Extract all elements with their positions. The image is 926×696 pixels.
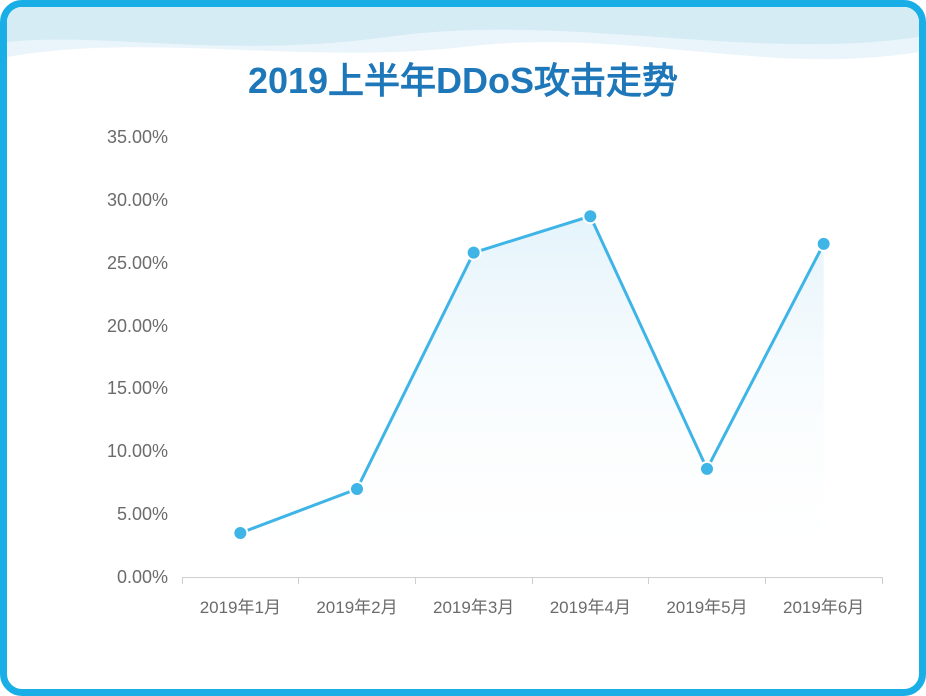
- x-tick: [648, 577, 649, 584]
- x-tick: [882, 577, 883, 584]
- x-axis-label: 2019年6月: [765, 593, 882, 618]
- chart-title: 2019上半年DDoS攻击走势: [7, 52, 919, 104]
- y-axis-label: 20.00%: [107, 316, 168, 337]
- x-axis-label: 2019年1月: [182, 593, 299, 618]
- x-tick: [182, 577, 183, 584]
- chart-svg: [182, 137, 882, 577]
- line-chart: 2019年1月2019年2月2019年3月2019年4月2019年5月2019年…: [182, 137, 882, 577]
- series-area: [240, 216, 823, 577]
- y-axis-label: 30.00%: [107, 190, 168, 211]
- data-point: [350, 482, 364, 496]
- x-tick: [532, 577, 533, 584]
- y-axis-label: 35.00%: [107, 127, 168, 148]
- y-axis-label: 0.00%: [117, 567, 168, 588]
- x-tick: [298, 577, 299, 584]
- data-point: [700, 462, 714, 476]
- x-axis-label: 2019年2月: [299, 593, 416, 618]
- x-tick: [765, 577, 766, 584]
- x-axis-label: 2019年4月: [532, 593, 649, 618]
- x-axis-label: 2019年3月: [415, 593, 532, 618]
- data-point: [233, 526, 247, 540]
- data-point: [467, 246, 481, 260]
- y-axis-label: 15.00%: [107, 378, 168, 399]
- x-axis-label: 2019年5月: [649, 593, 766, 618]
- data-point: [817, 237, 831, 251]
- y-axis-label: 25.00%: [107, 253, 168, 274]
- data-point: [583, 209, 597, 223]
- y-axis-label: 10.00%: [107, 441, 168, 462]
- chart-card: 2019上半年DDoS攻击走势 2019年1月2019年2月2019年3月201…: [0, 0, 926, 696]
- y-axis-label: 5.00%: [117, 504, 168, 525]
- x-tick: [415, 577, 416, 584]
